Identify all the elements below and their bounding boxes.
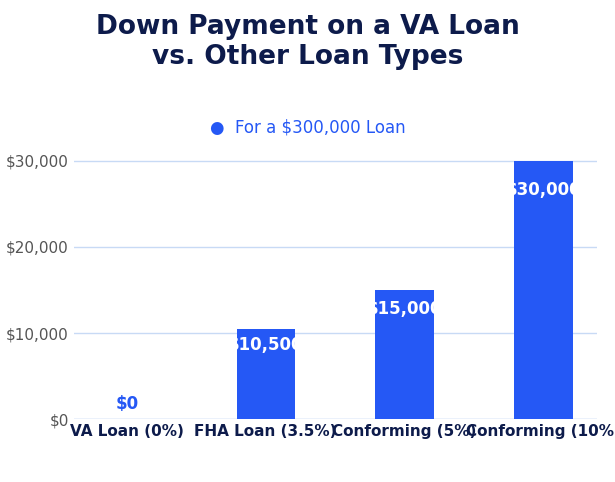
Bar xyxy=(514,161,573,419)
Bar xyxy=(376,290,434,419)
Bar xyxy=(237,329,295,419)
Text: ●  For a $300,000 Loan: ● For a $300,000 Loan xyxy=(210,118,405,136)
Text: $15,000: $15,000 xyxy=(367,300,442,319)
Text: $0: $0 xyxy=(115,395,138,413)
Text: $30,000: $30,000 xyxy=(506,182,581,200)
Text: Down Payment on a VA Loan
vs. Other Loan Types: Down Payment on a VA Loan vs. Other Loan… xyxy=(95,14,520,70)
Text: $10,500: $10,500 xyxy=(228,336,303,354)
